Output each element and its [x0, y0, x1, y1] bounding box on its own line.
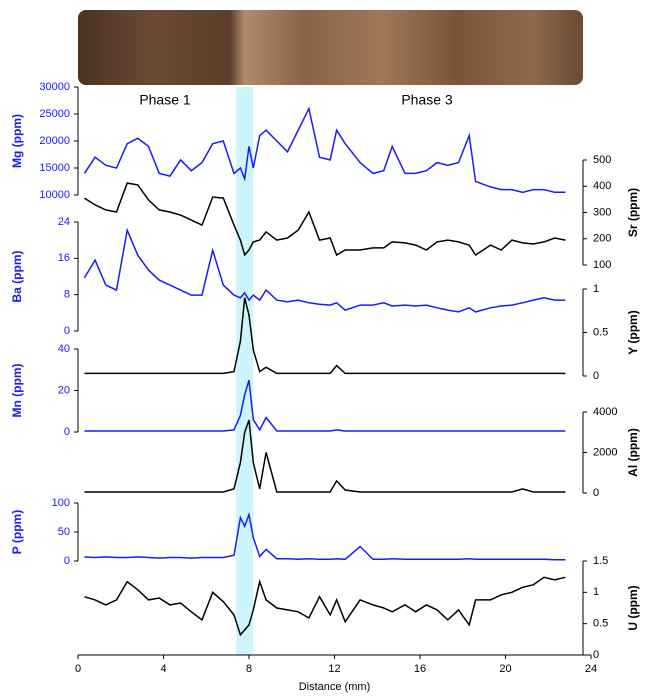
- y-tick-label: 20: [58, 384, 70, 396]
- y-tick-label: 10000: [39, 189, 70, 201]
- y-tick-label: 100: [593, 259, 611, 271]
- data-line: [84, 419, 566, 493]
- x-tick-label: 24: [585, 663, 597, 675]
- y-tick-label: 0: [64, 555, 70, 567]
- y-tick-label: 24: [58, 216, 70, 228]
- y-axis-label: Al (ppm): [626, 428, 640, 477]
- y-axis-label: Mg (ppm): [10, 114, 24, 168]
- y-tick-label: 0: [593, 649, 599, 661]
- y-tick-label: 2000: [593, 446, 617, 458]
- data-line: [84, 511, 566, 561]
- x-tick-label: 4: [160, 663, 166, 675]
- y-tick-label: 0.5: [593, 618, 608, 630]
- x-tick-label: 0: [75, 663, 81, 675]
- sample-photo: [78, 10, 583, 85]
- y-axis-label: Ba (ppm): [10, 251, 24, 303]
- y-tick-label: 300: [593, 206, 611, 218]
- x-tick-label: 20: [499, 663, 511, 675]
- y-tick-label: 1.5: [593, 555, 608, 567]
- y-axis-label: Mn (ppm): [10, 364, 24, 418]
- y-tick-label: 0.5: [593, 326, 608, 338]
- x-axis-label: Distance (mm): [299, 681, 371, 693]
- annotation: Phase 1: [139, 92, 191, 108]
- y-axis-label: P (ppm): [10, 510, 24, 554]
- y-axis-label: Y (ppm): [626, 310, 640, 354]
- y-tick-label: 15000: [39, 162, 70, 174]
- y-tick-label: 500: [593, 154, 611, 166]
- y-tick-label: 0: [593, 370, 599, 382]
- y-tick-label: 40: [58, 343, 70, 355]
- y-tick-label: 0: [593, 487, 599, 499]
- y-tick-label: 4000: [593, 406, 617, 418]
- y-tick-label: 16: [58, 252, 70, 264]
- y-tick-label: 1: [593, 283, 599, 295]
- y-tick-label: 1: [593, 586, 599, 598]
- data-line: [83, 182, 566, 257]
- y-tick-label: 100: [52, 497, 70, 509]
- annotation: Phase 3: [401, 92, 453, 108]
- y-axis-label: U (ppm): [626, 585, 640, 630]
- y-tick-label: 8: [64, 289, 70, 301]
- y-tick-label: 0: [64, 325, 70, 337]
- y-axis-label: Sr (ppm): [626, 188, 640, 237]
- data-line: [83, 106, 566, 194]
- y-tick-label: 20000: [39, 135, 70, 147]
- y-tick-label: 50: [58, 526, 70, 538]
- x-tick-label: 16: [414, 663, 426, 675]
- data-line: [83, 227, 566, 313]
- y-tick-label: 0: [64, 426, 70, 438]
- x-tick-label: 12: [328, 663, 340, 675]
- y-tick-label: 25000: [39, 108, 70, 120]
- y-tick-label: 200: [593, 233, 611, 245]
- x-tick-label: 8: [246, 663, 252, 675]
- y-tick-label: 400: [593, 180, 611, 192]
- data-line: [84, 576, 566, 637]
- data-line: [84, 379, 566, 432]
- data-line: [84, 297, 566, 375]
- highlight-band: [236, 87, 254, 655]
- y-tick-label: 30000: [39, 81, 70, 93]
